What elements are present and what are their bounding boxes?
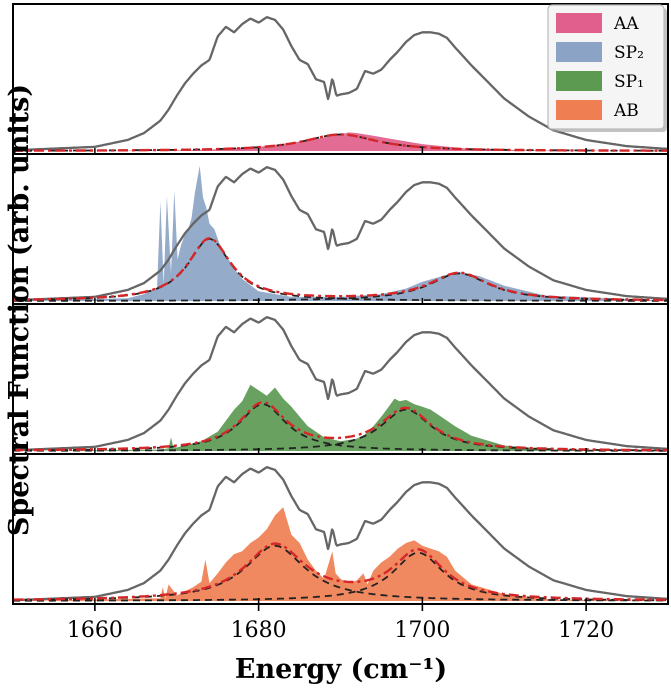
fit-component-2-1 — [13, 237, 667, 302]
panel-frame-3 — [12, 303, 669, 455]
legend-swatch-3 — [556, 71, 602, 91]
x-axis-ticks: 1660 1680 1700 1720 — [67, 604, 614, 643]
legend-label-1: AA — [613, 14, 639, 34]
panel-frame-2 — [12, 153, 669, 305]
x-tick-label-1660: 1660 — [67, 618, 123, 643]
x-tick-label-1720: 1720 — [558, 618, 614, 643]
legend-label-2: SP₂ — [614, 43, 644, 63]
component-area-2 — [13, 165, 668, 301]
total-spectrum-line-3 — [12, 316, 669, 452]
legend-swatch-1 — [556, 13, 602, 33]
component-area-1 — [13, 132, 668, 151]
panel-2 — [12, 153, 669, 305]
x-tick-label-1700: 1700 — [394, 618, 450, 643]
legend-swatch-2 — [556, 42, 602, 62]
panel-4 — [12, 453, 669, 605]
legend-label-4: AB — [613, 101, 639, 121]
legend-swatch-4 — [556, 100, 602, 120]
fit-sum-line-1 — [13, 133, 667, 152]
fit-sum-line-2 — [13, 237, 668, 302]
fit-sum-line-4 — [13, 542, 667, 601]
fit-sum-line-3 — [13, 400, 667, 452]
panel-3 — [12, 303, 669, 455]
total-spectrum-line-2 — [12, 166, 669, 302]
y-axis-label: Spectral Function (arb. units) — [4, 84, 35, 536]
component-area-4 — [13, 507, 668, 601]
x-axis-label: Energy (cm⁻¹) — [235, 654, 447, 685]
x-tick-label-1680: 1680 — [231, 618, 287, 643]
legend: AA SP₂ SP₁ AB — [547, 4, 667, 132]
legend-box — [547, 4, 665, 130]
panel-frame-4 — [12, 453, 669, 605]
total-spectrum-line-4 — [12, 466, 669, 602]
legend-label-3: SP₁ — [614, 72, 644, 92]
chart-panels — [12, 3, 669, 605]
